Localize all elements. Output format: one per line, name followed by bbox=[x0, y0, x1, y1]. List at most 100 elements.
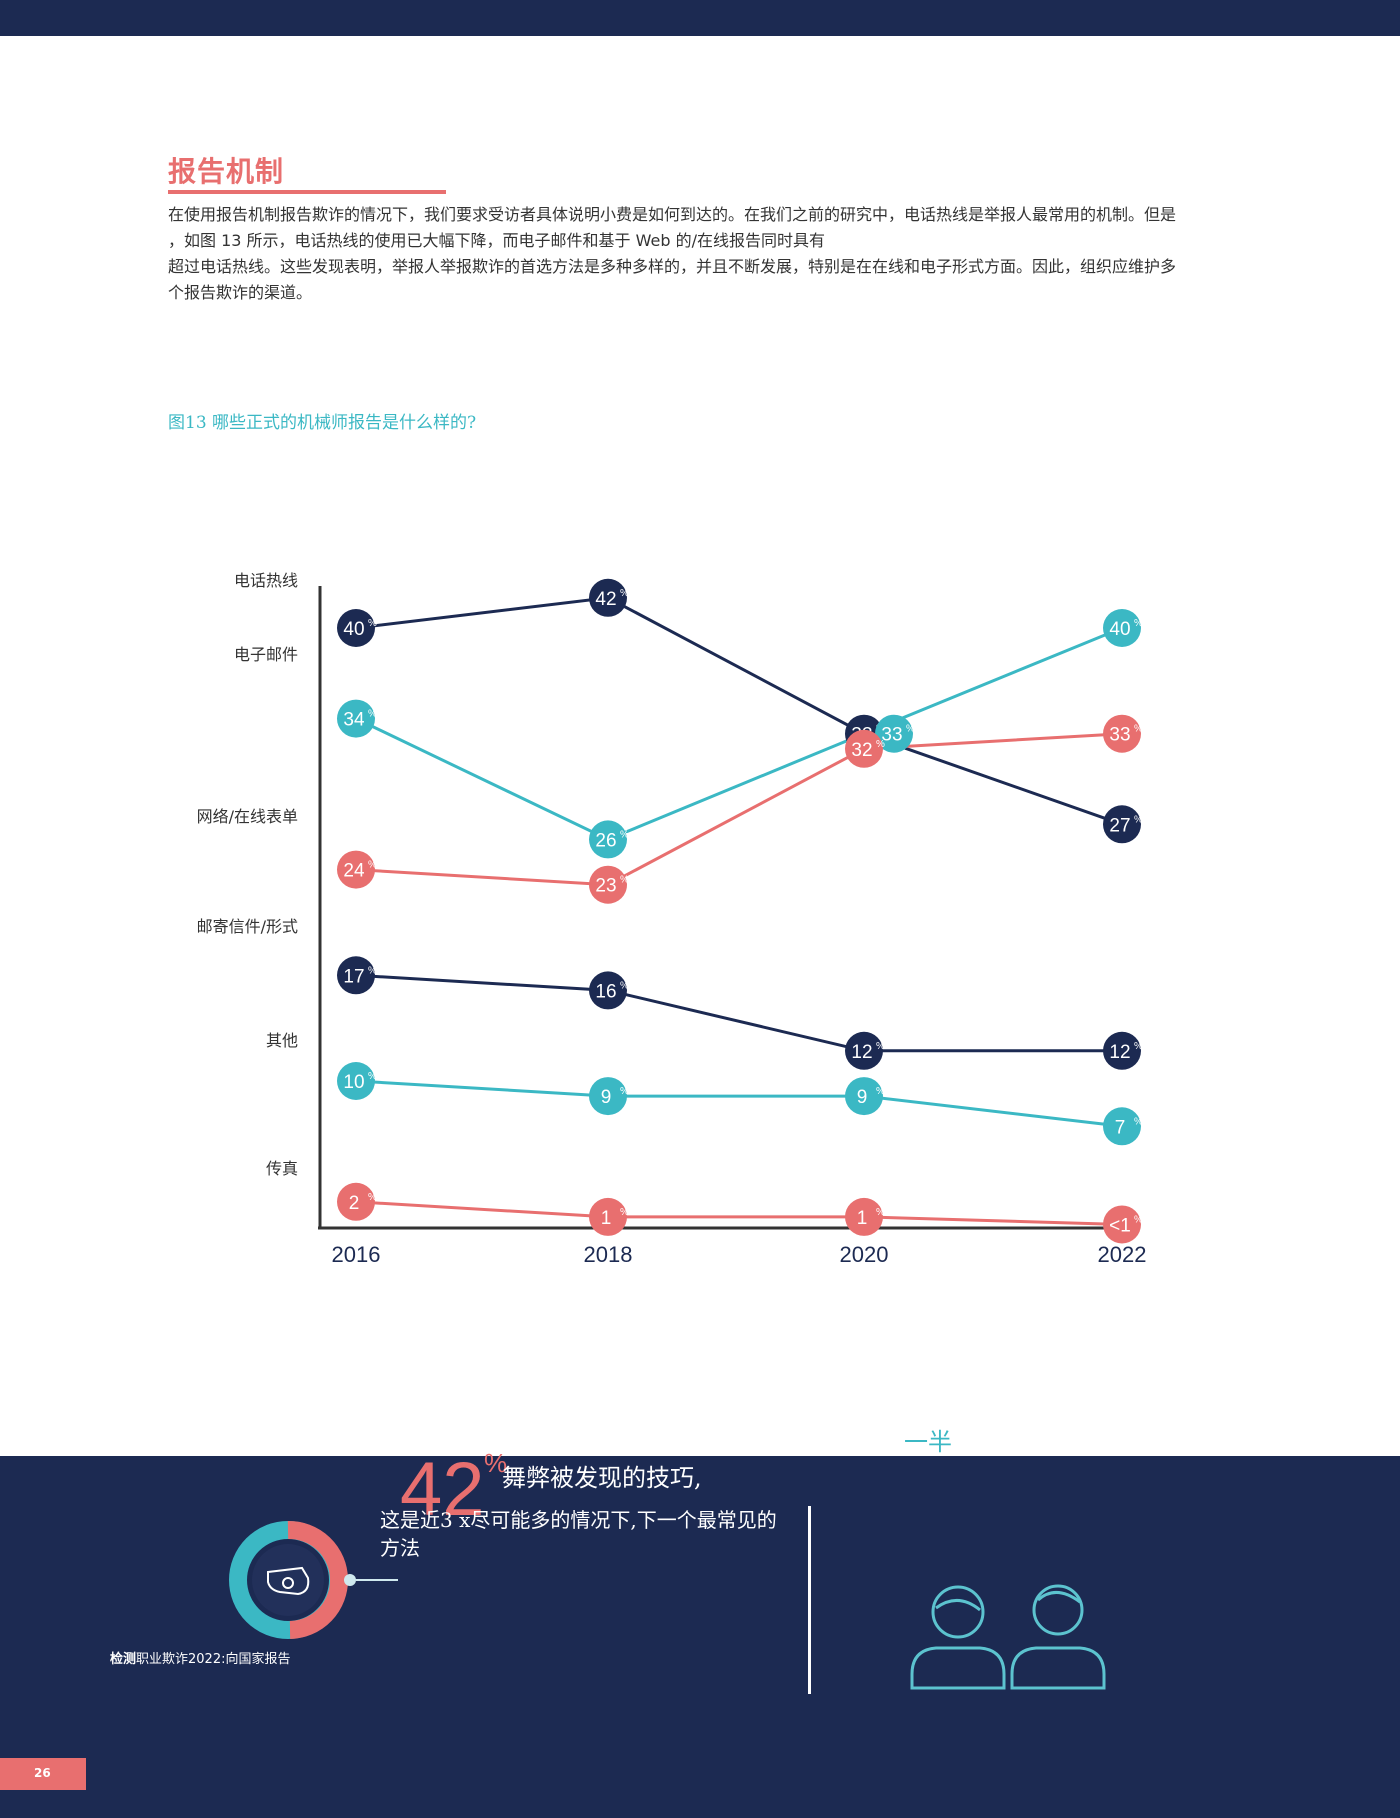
data-label: 17 bbox=[343, 966, 364, 987]
data-label: 33 bbox=[881, 725, 902, 746]
data-label-unit: % bbox=[620, 1207, 629, 1218]
series-line bbox=[355, 1079, 1123, 1128]
panel-divider bbox=[808, 1506, 811, 1694]
data-point bbox=[337, 609, 375, 647]
figure-caption: 图13 哪些正式的机械师报告是什么样的? bbox=[168, 413, 477, 433]
data-label-unit: % bbox=[368, 965, 377, 976]
data-label: <1 bbox=[1109, 1215, 1131, 1236]
x-tick-label: 2020 bbox=[840, 1242, 889, 1267]
data-label: 42 bbox=[595, 589, 616, 610]
data-label-unit: % bbox=[620, 1086, 629, 1097]
data-label-unit: % bbox=[876, 1041, 885, 1052]
data-label-unit: % bbox=[368, 709, 377, 720]
top-bar bbox=[0, 0, 1400, 36]
data-label: 16 bbox=[595, 981, 616, 1002]
stat-headline: 舞弊被发现的技巧, bbox=[502, 1464, 702, 1492]
x-tick-label: 2022 bbox=[1098, 1242, 1147, 1267]
data-label: 34 bbox=[343, 710, 365, 731]
row-label: 传真 bbox=[266, 1159, 298, 1178]
series-line bbox=[355, 732, 1123, 887]
series-line bbox=[355, 596, 1123, 826]
data-label: 10 bbox=[343, 1072, 364, 1093]
data-point bbox=[1103, 805, 1141, 844]
data-label: 12 bbox=[1109, 1042, 1130, 1063]
data-point bbox=[337, 1062, 375, 1100]
data-label-unit: % bbox=[620, 980, 629, 991]
data-label: 40 bbox=[343, 619, 364, 640]
data-point bbox=[1103, 1031, 1141, 1070]
data-label-unit: % bbox=[1134, 1116, 1143, 1127]
row-label: 电子邮件 bbox=[234, 645, 298, 664]
data-point bbox=[589, 1197, 627, 1236]
body-paragraph: 在使用报告机制报告欺诈的情况下，我们要求受访者具体说明小费是如何到达的。在我们之… bbox=[168, 202, 1218, 306]
data-label: 24 bbox=[343, 861, 365, 882]
series-line bbox=[355, 1200, 1123, 1226]
data-point bbox=[845, 1197, 883, 1236]
data-label: 9 bbox=[601, 1087, 612, 1108]
stat-percent: % bbox=[484, 1448, 508, 1478]
x-tick-label: 2018 bbox=[584, 1242, 633, 1267]
people-icon bbox=[910, 1584, 1106, 1690]
data-label: 2 bbox=[349, 1193, 360, 1214]
data-label-unit: % bbox=[1134, 1041, 1143, 1052]
data-label: 1 bbox=[857, 1208, 868, 1229]
paragraph-line: ，如图 13 所示，电话热线的使用已大幅下降，而电子邮件和基于 Web 的/在线… bbox=[168, 231, 825, 250]
data-label: 26 bbox=[595, 830, 616, 851]
stat-number: 42 bbox=[400, 1447, 485, 1532]
data-label-unit: % bbox=[876, 1086, 885, 1097]
data-point bbox=[337, 1182, 375, 1221]
data-point bbox=[589, 578, 627, 617]
data-label: 33 bbox=[1109, 725, 1130, 746]
data-point bbox=[1103, 1205, 1141, 1244]
page-number-tab bbox=[0, 1758, 86, 1790]
report-title-rest: 职业欺诈2022:向国家报告 bbox=[136, 1652, 291, 1667]
data-label-unit: % bbox=[1134, 814, 1143, 825]
data-point bbox=[337, 699, 375, 738]
paragraph-line: 在使用报告机制报告欺诈的情况下，我们要求受访者具体说明小费是如何到达的。在我们之… bbox=[168, 205, 1177, 224]
half-label: 一半 bbox=[904, 1428, 952, 1456]
data-label: 9 bbox=[857, 1087, 868, 1108]
stat-description: 这是近3 x尽可能多的情况下,下一个最常见的方法 bbox=[380, 1508, 777, 1560]
data-label-unit: % bbox=[1134, 618, 1143, 629]
data-label: 40 bbox=[1109, 619, 1130, 640]
data-label-unit: % bbox=[906, 724, 915, 735]
data-label-unit: % bbox=[876, 739, 885, 750]
data-label: 32 bbox=[851, 740, 872, 761]
paragraph-line: 超过电话热线。这些发现表明，举报人举报欺诈的首选方法是多种多样的，并且不断发展，… bbox=[168, 257, 1177, 276]
data-point bbox=[845, 1031, 883, 1070]
data-point bbox=[1103, 714, 1141, 753]
row-label: 其他 bbox=[266, 1031, 298, 1050]
data-label-unit: % bbox=[620, 588, 629, 599]
data-label: 1 bbox=[601, 1208, 612, 1229]
data-point bbox=[337, 956, 375, 995]
data-point bbox=[1103, 609, 1141, 647]
row-label: 网络/在线表单 bbox=[197, 807, 298, 826]
data-point bbox=[589, 971, 627, 1010]
row-label: 邮寄信件/形式 bbox=[197, 917, 298, 936]
paragraph-line: 个报告欺诈的渠道。 bbox=[168, 283, 313, 302]
data-label-unit: % bbox=[368, 618, 377, 629]
series-line bbox=[355, 626, 1123, 842]
data-label: 7 bbox=[1115, 1117, 1126, 1138]
data-label-unit: % bbox=[1134, 724, 1143, 735]
data-label-unit: % bbox=[620, 875, 629, 886]
whistle-icon bbox=[229, 1520, 398, 1639]
section-title: 报告机制 bbox=[168, 155, 285, 188]
data-label-unit: % bbox=[620, 829, 629, 840]
data-point bbox=[875, 714, 913, 753]
report-title: 检测职业欺诈2022:向国家报告 bbox=[110, 1648, 290, 1667]
line-chart: 2016 2018 2020 2022 电话热线电子邮件网络/在线表单邮寄信件/形式其他… bbox=[197, 571, 1147, 1267]
data-point bbox=[845, 729, 883, 768]
data-point bbox=[589, 865, 627, 904]
data-label-unit: % bbox=[368, 1071, 377, 1082]
bottom-panel bbox=[0, 1456, 1400, 1818]
data-label: 27 bbox=[1109, 815, 1130, 836]
x-tick-label: 2016 bbox=[332, 1242, 381, 1267]
data-point bbox=[1103, 1107, 1141, 1146]
data-label-unit: % bbox=[1134, 1214, 1143, 1225]
data-label-unit: % bbox=[368, 1192, 377, 1203]
data-label: 12 bbox=[851, 1042, 872, 1063]
page-number: 26 bbox=[34, 1766, 51, 1780]
title-underline bbox=[168, 190, 446, 194]
data-point bbox=[337, 850, 375, 889]
